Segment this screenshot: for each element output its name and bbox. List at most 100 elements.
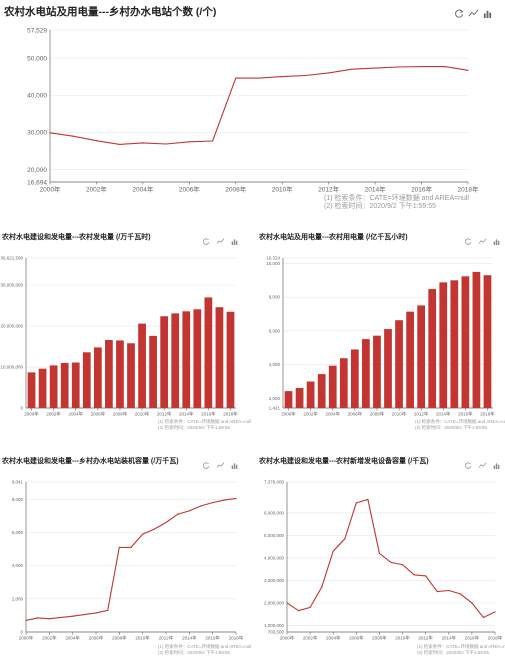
x-tick-label: 2008年 (372, 635, 387, 642)
refresh-icon[interactable] (465, 232, 473, 245)
bar (306, 381, 315, 408)
source-note: (1) 检索条件：CATE=环境数据 and AREA=null (2) 检索时… (417, 644, 505, 655)
y-tick-label: 0 (20, 406, 23, 411)
bar-chart-icon[interactable] (231, 232, 239, 245)
y-tick-label: 6,000,000 (264, 511, 285, 516)
y-tick-label: 5,000,000 (264, 533, 285, 538)
line-chart-icon[interactable] (216, 232, 225, 244)
x-tick-label: 2004年 (65, 635, 80, 642)
bar (339, 358, 348, 408)
y-tick-label: 9,041 (12, 480, 24, 485)
x-tick-label: 2018年 (488, 635, 503, 642)
data-point (297, 610, 300, 612)
chart-title: 农村水电站及用电量---乡村办水电站个数 (/个) (4, 6, 217, 18)
x-tick-label: 2008年 (225, 185, 246, 194)
line-chart-icon[interactable] (478, 456, 487, 468)
x-tick-label: 2016年 (458, 411, 473, 418)
bar (127, 343, 135, 408)
bar (215, 307, 224, 408)
chart-title: 农村水电建设和发电量---乡村办水电站装机容量 (/万千瓦) (2, 458, 179, 465)
chart-toolbar (455, 5, 492, 18)
line-chart-icon[interactable] (478, 232, 487, 244)
source-line-2: (2) 检索时间：2020/9/2 下午1:59:55 (417, 649, 490, 655)
data-point (188, 510, 190, 512)
data-point (95, 140, 98, 142)
data-point (420, 65, 423, 68)
source-line-1: (1) 检索条件：CATE=环境数据 and AREA=null (415, 419, 505, 424)
data-point (235, 497, 237, 500)
bar (226, 311, 235, 408)
x-tick-label: 2018年 (223, 411, 238, 418)
x-tick-label: 2010年 (395, 635, 410, 642)
chart-toolbar (203, 456, 239, 469)
y-tick-label: 1,000,000 (264, 623, 285, 628)
y-tick-label: 20,000 (27, 167, 47, 174)
x-tick-label: 2016年 (201, 411, 216, 418)
x-tick-label: 2014年 (436, 411, 451, 418)
y-tick-label: 4,000,000 (264, 555, 285, 560)
bar (204, 297, 213, 408)
y-tick-label: 0 (20, 630, 23, 635)
line-chart-icon[interactable] (216, 456, 225, 468)
data-point (37, 617, 39, 619)
y-tick-label: 4,000 (12, 563, 24, 568)
y-tick-label: 4,000 (269, 362, 281, 367)
bar-chart-icon[interactable] (483, 5, 492, 18)
chart-panel-c5: 农村水电建设和发电量---农村新增发电设备容量 (/千瓦) 703,500 1,0… (257, 450, 505, 665)
x-tick-label: 2014年 (365, 185, 386, 194)
chart-svg: 16,694 20,000 30,000 40,000 50,000 57,529 2000… (27, 27, 479, 194)
data-point (223, 499, 225, 501)
refresh-icon[interactable] (203, 232, 211, 245)
refresh-icon[interactable] (455, 5, 464, 18)
bar (49, 365, 58, 408)
data-point (165, 143, 167, 145)
x-tick-label: 2014年 (182, 635, 197, 642)
data-point (390, 561, 392, 564)
source-line-2: (2) 检索时间：2020/9/2 下午1:59:55 (158, 424, 231, 430)
bar (461, 276, 470, 408)
data-point (471, 602, 473, 604)
bar (160, 316, 169, 408)
chart-title: 农村水电建设和发电量---农村发电量 (/万千瓦时) (2, 234, 151, 241)
data-point (448, 589, 450, 592)
x-tick-label: 2000年 (281, 411, 296, 418)
data-point (367, 498, 369, 501)
y-tick-label: 2,000 (12, 596, 24, 601)
y-tick-label: 30,000 (27, 130, 47, 137)
bar (295, 387, 304, 408)
data-point (153, 528, 155, 530)
bar-chart-icon[interactable] (493, 456, 501, 469)
y-tick-label: 3,000,000 (264, 578, 285, 583)
y-tick-label: 2,000,000 (264, 600, 285, 605)
data-point (165, 521, 167, 524)
data-point (142, 533, 144, 535)
x-tick-label: 2008年 (370, 411, 385, 418)
data-point (355, 502, 357, 504)
x-tick-label: 2012年 (159, 635, 174, 642)
bar (171, 313, 180, 408)
y-tick-label: 20,000,000 (0, 324, 23, 329)
series-line (286, 498, 496, 619)
refresh-icon[interactable] (203, 456, 211, 469)
chart-panel-c4: 农村水电建设和发电量---乡村办水电站装机容量 (/万千瓦) 0 2,000 4,0… (0, 450, 251, 665)
data-point (304, 74, 307, 77)
bar (406, 311, 414, 408)
x-tick-label: 2002年 (303, 411, 318, 418)
data-point (72, 135, 74, 137)
data-point (235, 77, 237, 79)
refresh-icon[interactable] (465, 456, 473, 469)
bar-chart-icon[interactable] (493, 232, 501, 245)
data-point (436, 591, 438, 593)
line-chart-icon[interactable] (468, 5, 479, 17)
x-tick-label: 2006年 (179, 185, 200, 194)
x-tick-label: 2006年 (349, 635, 364, 642)
bar-chart-icon[interactable] (231, 456, 239, 469)
y-tick-label: 8,000 (12, 497, 24, 502)
x-tick-label: 2008年 (113, 411, 128, 418)
bar (149, 335, 157, 408)
data-point (177, 513, 179, 515)
x-tick-label: 2000年 (40, 185, 61, 194)
y-tick-label: 50,000 (27, 55, 47, 62)
data-point (397, 66, 399, 68)
